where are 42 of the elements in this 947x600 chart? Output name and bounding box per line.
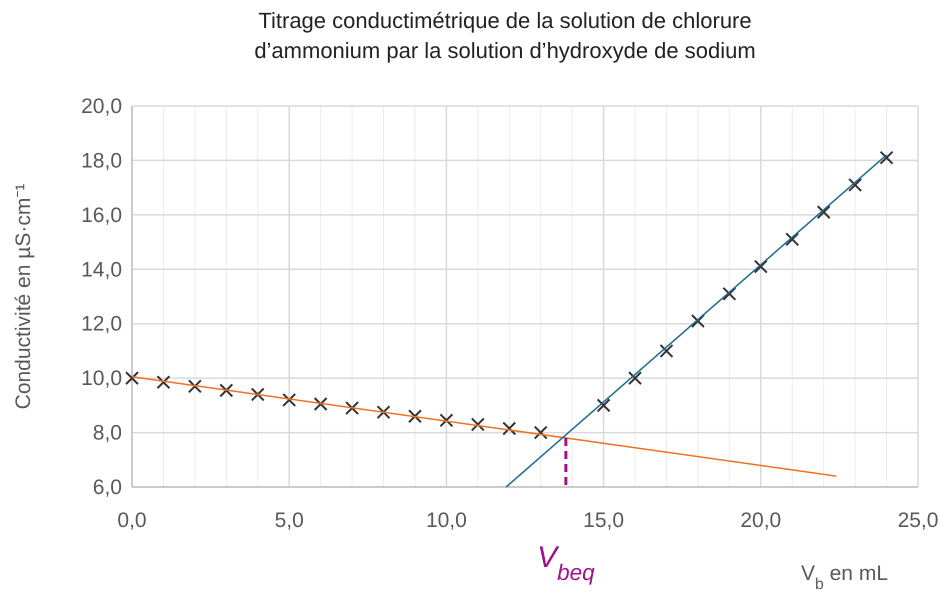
- point: [690, 314, 705, 328]
- y-tick-label: 6,0: [92, 476, 122, 499]
- point: [314, 396, 328, 411]
- point: [816, 205, 831, 220]
- x-axis-title: V$_{b}$ en mL: [801, 562, 888, 592]
- point: [848, 178, 862, 192]
- point: [125, 371, 139, 386]
- point: [596, 398, 611, 412]
- point: [502, 421, 516, 436]
- point: [376, 405, 391, 420]
- point: [534, 426, 548, 440]
- y-tick-label: 12,0: [81, 312, 122, 336]
- x-tick-label: 0,0: [117, 509, 147, 532]
- point: [722, 286, 736, 301]
- chart-title: Titrage conductimétrique de la solution de chlorure d’ammonium par la solution d’hydroxyde de sodium: [254, 8, 756, 63]
- point: [439, 413, 454, 428]
- y-tick-label: 14,0: [81, 258, 122, 282]
- x-tick-label: 5,0: [274, 509, 304, 532]
- point: [754, 260, 768, 274]
- point: [470, 417, 485, 432]
- x-tick-label: 10,0: [426, 509, 467, 532]
- y-axis-title: Conductivité en µS·cm⁻¹: [12, 184, 35, 410]
- point: [659, 344, 674, 358]
- point: [628, 371, 642, 386]
- y-tick-label: 18,0: [81, 149, 122, 172]
- point: [156, 375, 170, 390]
- point: [188, 379, 202, 394]
- point: [250, 387, 265, 402]
- y-tick-label: 10,0: [81, 367, 122, 390]
- x-tick-label: 20,0: [740, 509, 782, 532]
- point: [785, 232, 800, 246]
- x-tick-label: 25,0: [898, 509, 938, 532]
- y-tick-label: 16,0: [81, 204, 122, 227]
- y-tick-label: 8,0: [92, 422, 122, 445]
- point: [219, 383, 234, 398]
- point: [880, 150, 894, 165]
- y-tick-label: 20,0: [81, 95, 122, 118]
- point: [408, 409, 422, 424]
- x-tick-label: 15,0: [583, 509, 624, 532]
- annotation: V$_{beq}$: [537, 541, 596, 584]
- point: [282, 392, 296, 407]
- point: [345, 401, 360, 416]
